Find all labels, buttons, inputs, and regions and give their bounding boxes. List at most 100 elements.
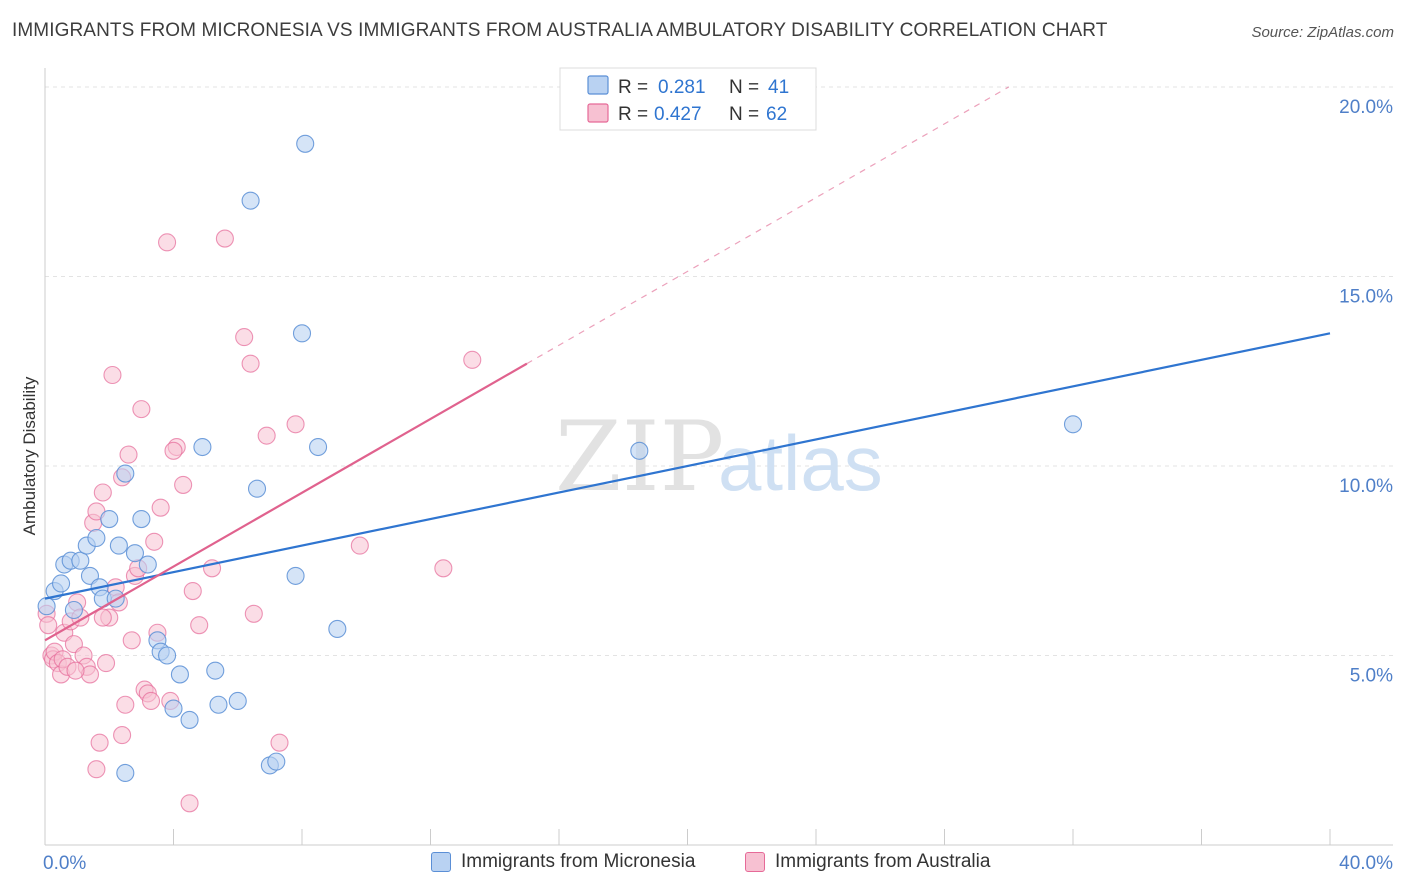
point-micronesia-40 [1063, 415, 1083, 434]
x-tick-label-1: 40.0% [1339, 853, 1393, 874]
legend-n-label-1: N = [729, 77, 759, 98]
point-australia-29 [122, 631, 141, 650]
legend-n-value-2: 62 [766, 104, 787, 125]
legend-r-label-1: R = [618, 77, 648, 98]
point-australia-1 [39, 616, 58, 635]
point-australia-19 [90, 733, 109, 752]
series-legend: Immigrants from Micronesia Immigrants fr… [0, 851, 1406, 879]
point-micronesia-2 [52, 574, 71, 593]
point-australia-38 [151, 498, 170, 517]
point-australia-54 [434, 559, 453, 578]
point-australia-43 [183, 582, 202, 601]
point-micronesia-38 [116, 763, 135, 783]
legend-n-value-1: 41 [768, 77, 789, 98]
correlation-legend: R = 0.281 N = 41 R = 0.427 N = 62 [559, 67, 817, 131]
legend-swatch-micronesia-bottom [431, 852, 451, 872]
point-micronesia-35 [296, 134, 315, 153]
point-micronesia-32 [267, 752, 286, 771]
legend-label-micronesia: Immigrants from Micronesia [461, 851, 696, 872]
point-australia-59 [93, 608, 112, 627]
point-micronesia-27 [209, 695, 228, 714]
trend-lines [44, 86, 1331, 642]
trend-line-micronesia [44, 332, 1331, 600]
point-australia-52 [286, 415, 305, 434]
point-australia-55 [463, 350, 482, 369]
point-micronesia-26 [206, 661, 225, 680]
point-micronesia-17 [132, 509, 151, 529]
point-micronesia-36 [309, 437, 328, 457]
point-micronesia-6 [71, 551, 90, 570]
legend-swatch-australia-bottom [745, 852, 765, 872]
y-axis-label: Ambulatory Disability [20, 376, 39, 535]
chart-title: IMMIGRANTS FROM MICRONESIA VS IMMIGRANTS… [12, 20, 1108, 41]
point-micronesia-12 [100, 509, 119, 529]
point-australia-21 [96, 654, 116, 673]
point-australia-60 [66, 661, 85, 680]
point-micronesia-5 [64, 600, 83, 620]
point-micronesia-21 [158, 646, 177, 665]
y-tick-label-2: 15.0% [1339, 286, 1393, 307]
point-australia-48 [241, 354, 260, 373]
legend-n-label-2: N = [729, 104, 759, 125]
point-australia-56 [113, 726, 132, 745]
x-tick-label-0: 0.0% [43, 853, 86, 874]
point-micronesia-33 [286, 566, 305, 585]
point-australia-46 [215, 229, 234, 248]
point-australia-27 [116, 695, 135, 714]
point-micronesia-22 [164, 699, 183, 718]
point-australia-20 [93, 483, 112, 502]
point-australia-36 [145, 532, 164, 551]
point-micronesia-30 [247, 479, 267, 498]
y-tick-label-0: 5.0% [1350, 665, 1393, 686]
gridlines [45, 86, 1393, 656]
point-australia-44 [190, 616, 209, 635]
point-micronesia-25 [193, 437, 212, 457]
point-australia-50 [257, 426, 276, 445]
point-australia-35 [141, 691, 161, 711]
legend-item-micronesia[interactable]: Immigrants from Micronesia [431, 851, 695, 873]
point-australia-41 [174, 475, 193, 494]
legend-swatch-australia [587, 103, 609, 123]
point-australia-39 [158, 233, 177, 252]
point-micronesia-28 [228, 691, 247, 711]
point-micronesia-14 [109, 536, 128, 555]
point-australia-32 [132, 400, 151, 419]
point-micronesia-18 [138, 555, 157, 574]
point-micronesia-39 [630, 441, 649, 460]
point-micronesia-24 [180, 710, 199, 729]
legend-swatch-micronesia [587, 75, 609, 95]
legend-r-label-2: R = [618, 104, 648, 125]
legend-r-value-2: 0.427 [654, 104, 702, 125]
point-australia-28 [119, 445, 138, 464]
axes [44, 68, 1393, 846]
point-australia-58 [164, 441, 183, 460]
point-micronesia-23 [170, 665, 189, 684]
point-micronesia-34 [292, 324, 312, 343]
series-australia-points [37, 229, 482, 813]
point-australia-49 [244, 604, 263, 623]
point-australia-57 [87, 760, 106, 779]
tick-labels: 5.0% 10.0% 15.0% 20.0% 0.0% 40.0% [43, 97, 1393, 874]
series-micronesia-points [37, 134, 1083, 783]
point-micronesia-15 [116, 464, 135, 483]
y-tick-label-1: 10.0% [1339, 476, 1393, 497]
legend-r-value-1: 0.281 [658, 77, 706, 98]
legend-label-australia: Immigrants from Australia [775, 851, 991, 872]
point-australia-23 [103, 365, 122, 385]
trend-line-australia [44, 362, 528, 642]
source-credit: Source: ZipAtlas.com [1251, 24, 1394, 41]
trend-line-australia-extension [526, 86, 1010, 365]
point-micronesia-0 [37, 597, 56, 616]
watermark-atlas: atlas [718, 419, 883, 507]
point-micronesia-37 [328, 619, 347, 639]
point-micronesia-16 [125, 544, 144, 563]
point-micronesia-9 [87, 528, 106, 548]
point-micronesia-29 [241, 191, 260, 210]
watermark: ZIP atlas [555, 401, 883, 513]
point-australia-47 [235, 328, 254, 347]
y-tick-label-3: 20.0% [1339, 97, 1393, 118]
point-australia-53 [350, 536, 369, 555]
legend-item-australia[interactable]: Immigrants from Australia [745, 851, 990, 873]
point-australia-51 [270, 733, 289, 752]
